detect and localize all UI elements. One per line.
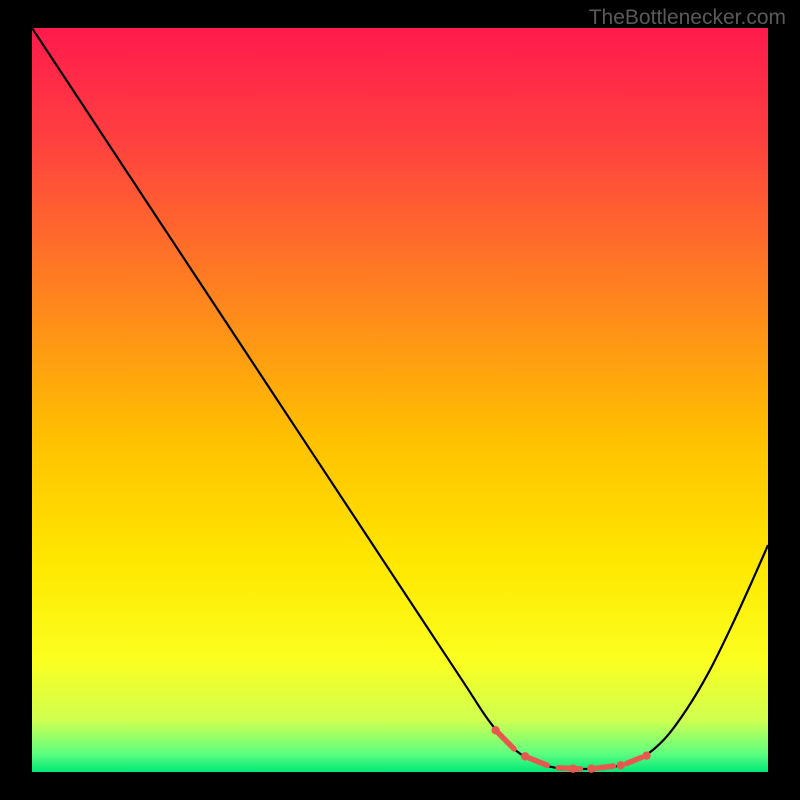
watermark-text: TheBottlenecker.com (589, 6, 786, 30)
bottleneck-chart (0, 0, 800, 800)
plot-background (32, 28, 768, 772)
